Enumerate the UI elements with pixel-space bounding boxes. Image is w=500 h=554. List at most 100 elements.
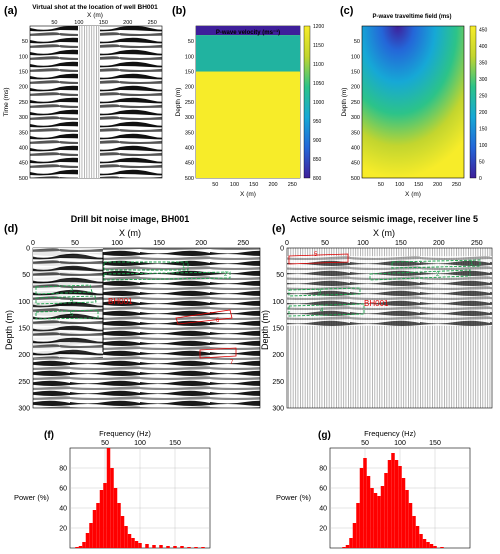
x-tick-label: 250 [237, 240, 249, 247]
y-tick-label: 50 [22, 39, 28, 45]
x-tick-label: 200 [433, 240, 445, 247]
panel-d-ylabel: Depth (m) [4, 310, 14, 350]
panel-d-well-label: BH001 [108, 297, 133, 306]
panel-c-ylabel: Depth (m) [341, 88, 348, 117]
panel-a-letter: (a) [4, 5, 18, 17]
panel-g: (g) Frequency (Hz) 50 100 150 80 60 40 20 Pow… [276, 429, 471, 549]
x-tick-label: 100 [357, 240, 369, 247]
y-tick-label: 200 [19, 85, 28, 91]
panel-e-title: Active source seismic image, receiver li… [290, 214, 478, 224]
panel-a-ylabel: Time (ms) [3, 87, 10, 116]
y-tick-label: 20 [319, 526, 327, 533]
panel-d-green-label: 4 [70, 298, 74, 304]
panel-d: (d) Drill bit noise image, BH001 X (m) B… [4, 214, 261, 412]
spectrum-bar [180, 546, 184, 548]
y-tick-label: 150 [19, 70, 28, 76]
x-tick-label: 150 [169, 440, 181, 447]
panel-f-letter: (f) [44, 430, 54, 441]
y-tick-label: 500 [185, 176, 194, 182]
y-tick-label: 50 [188, 39, 194, 45]
panel-b-colorbar [303, 25, 311, 179]
y-tick-label: 450 [185, 161, 194, 167]
panel-b-xlabel: X (m) [240, 191, 256, 198]
colorbar-tick-label: 50 [479, 159, 485, 165]
spectrum-bar [370, 488, 374, 548]
colorbar-tick-label: 1150 [313, 43, 324, 49]
panel-f: (f) Frequency (Hz) 50 100 150 80 60 40 20 Pow… [14, 429, 211, 549]
panel-g-letter: (g) [318, 430, 331, 441]
spectrum-bar [419, 534, 423, 548]
x-tick-label: 0 [285, 240, 289, 247]
y-tick-label: 150 [272, 325, 284, 332]
y-tick-label: 150 [18, 325, 30, 332]
spectrum-bar [426, 542, 430, 548]
y-tick-label: 350 [351, 130, 360, 136]
colorbar-tick-label: 1200 [313, 24, 324, 30]
spectrum-bar [173, 546, 177, 548]
spectrum-bar [145, 544, 149, 548]
y-tick-label: 40 [59, 506, 67, 513]
panel-a-title: Virtual shot at the location of well BH0… [32, 4, 158, 11]
panel-b-letter: (b) [172, 5, 186, 17]
spectrum-bar [384, 473, 388, 548]
x-tick-label: 50 [71, 240, 79, 247]
spectrum-bar [398, 466, 402, 548]
spectrum-bar [380, 486, 385, 548]
colorbar-tick-label: 1000 [313, 100, 324, 106]
x-tick-label: 250 [288, 182, 297, 188]
panel-b-title: P-wave velocity (ms⁻¹) [216, 29, 280, 36]
panel-g-title: Frequency (Hz) [364, 429, 416, 438]
spectrum-bar [78, 546, 83, 548]
spectrum-bar [159, 545, 163, 548]
y-tick-label: 400 [185, 146, 194, 152]
y-tick-label: 200 [272, 352, 284, 359]
panel-c-title: P-wave traveltime field (ms) [372, 14, 451, 20]
panel-c-y-ticks: 50 100 150 200 250 300 350 400 450 500 [351, 39, 360, 182]
spectrum-bar [401, 478, 406, 548]
panel-d-left-block [33, 248, 103, 358]
y-tick-label: 250 [351, 100, 360, 106]
x-tick-label: 200 [123, 20, 132, 26]
x-tick-label: 200 [268, 182, 277, 188]
panel-d-xlabel: X (m) [119, 228, 141, 238]
spectrum-bar [194, 547, 198, 548]
spectrum-bar [422, 539, 427, 548]
y-tick-label: 500 [19, 176, 28, 182]
panel-e-xlabel: X (m) [373, 228, 395, 238]
panel-d-green-label: 1 [182, 264, 186, 270]
spectrum-bar [352, 523, 357, 548]
spectrum-bar [391, 453, 395, 548]
spectrum-bar [131, 538, 135, 548]
x-tick-label: 50 [51, 20, 57, 26]
panel-d-green-label: 2 [224, 272, 228, 278]
y-tick-label: 0 [26, 245, 30, 252]
y-tick-label: 500 [351, 176, 360, 182]
panel-f-x-ticks: 50 100 150 [101, 440, 181, 447]
panel-c-colorbar [469, 25, 477, 179]
y-tick-label: 100 [272, 299, 284, 306]
spectrum-bar [201, 547, 205, 548]
spectrum-bar [152, 545, 156, 548]
spectrum-bar [356, 503, 360, 548]
y-tick-label: 250 [19, 100, 28, 106]
panel-d-red-label: 6 [216, 318, 220, 324]
spectrum-bar [92, 510, 97, 548]
y-tick-label: 300 [18, 405, 30, 412]
spectrum-bar [96, 503, 100, 548]
panel-c: (c) P-wave traveltime field (ms) 450 400 3… [340, 5, 488, 198]
y-tick-label: 250 [18, 379, 30, 386]
spectrum-bar [408, 503, 413, 548]
x-tick-label: 100 [394, 440, 406, 447]
spectrum-bar [342, 547, 346, 548]
spectrum-bar [75, 547, 79, 548]
x-tick-label: 150 [414, 182, 423, 188]
y-tick-label: 300 [19, 115, 28, 121]
spectrum-bar [82, 542, 86, 548]
spectrum-bar [394, 460, 399, 548]
panel-e: (e) Active source seismic image, receive… [260, 214, 493, 412]
panel-a-y-ticks: 50 100 150 200 250 300 350 400 450 500 [19, 39, 28, 182]
y-tick-label: 200 [185, 85, 194, 91]
panel-f-ylabel: Power (%) [14, 493, 50, 502]
panel-c-xlabel: X (m) [405, 191, 421, 198]
y-tick-label: 100 [18, 299, 30, 306]
